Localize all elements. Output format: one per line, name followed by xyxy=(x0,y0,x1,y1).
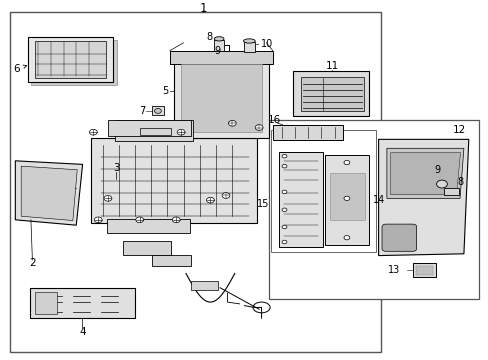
Polygon shape xyxy=(390,153,460,195)
Text: 2: 2 xyxy=(29,258,36,268)
Bar xyxy=(173,54,268,138)
Bar xyxy=(152,255,190,266)
Text: 11: 11 xyxy=(325,61,338,71)
Bar xyxy=(181,64,261,132)
Polygon shape xyxy=(378,139,468,256)
Ellipse shape xyxy=(206,197,214,203)
Text: 3: 3 xyxy=(113,163,120,173)
Ellipse shape xyxy=(282,225,286,229)
Ellipse shape xyxy=(228,120,236,126)
Bar xyxy=(27,37,113,82)
Bar xyxy=(325,156,368,245)
Polygon shape xyxy=(21,166,77,221)
Text: 1: 1 xyxy=(199,2,206,15)
Ellipse shape xyxy=(343,235,349,240)
Text: 14: 14 xyxy=(372,195,384,205)
Bar xyxy=(214,40,224,51)
Ellipse shape xyxy=(104,195,112,201)
Ellipse shape xyxy=(222,193,229,198)
Ellipse shape xyxy=(214,37,224,41)
Ellipse shape xyxy=(89,129,97,135)
Text: 8: 8 xyxy=(456,177,462,187)
Text: 5: 5 xyxy=(162,86,168,96)
Text: 6: 6 xyxy=(14,64,26,74)
Ellipse shape xyxy=(243,39,255,43)
Bar xyxy=(122,241,171,255)
Bar xyxy=(108,120,190,136)
Bar xyxy=(190,281,217,289)
Text: 12: 12 xyxy=(451,125,465,135)
Bar xyxy=(91,138,256,224)
Ellipse shape xyxy=(94,217,102,223)
Ellipse shape xyxy=(436,180,447,188)
Bar xyxy=(412,264,435,277)
Bar xyxy=(115,120,193,141)
Text: 10: 10 xyxy=(260,39,272,49)
Bar xyxy=(268,120,478,298)
Ellipse shape xyxy=(282,154,286,158)
Ellipse shape xyxy=(255,125,263,130)
Text: 13: 13 xyxy=(387,265,400,275)
Ellipse shape xyxy=(177,129,184,135)
Bar xyxy=(278,152,322,247)
Bar xyxy=(271,130,375,252)
Bar xyxy=(329,173,364,220)
Text: 9: 9 xyxy=(433,165,439,175)
Bar xyxy=(31,40,117,85)
Bar xyxy=(444,188,458,195)
Text: 9: 9 xyxy=(214,46,220,56)
Bar xyxy=(35,292,57,314)
Ellipse shape xyxy=(282,165,286,168)
Polygon shape xyxy=(386,148,463,198)
Ellipse shape xyxy=(343,161,349,165)
Ellipse shape xyxy=(136,217,143,223)
Ellipse shape xyxy=(282,240,286,244)
Ellipse shape xyxy=(282,208,286,212)
Bar xyxy=(169,51,272,63)
Bar xyxy=(140,127,171,135)
Bar xyxy=(415,266,432,275)
Bar xyxy=(300,77,363,111)
Text: 16: 16 xyxy=(267,116,281,125)
Bar xyxy=(243,42,255,53)
Bar xyxy=(107,220,189,233)
Bar xyxy=(35,41,105,78)
Ellipse shape xyxy=(154,108,161,113)
Ellipse shape xyxy=(282,190,286,194)
Bar xyxy=(293,71,368,116)
Text: 8: 8 xyxy=(206,32,212,42)
Bar xyxy=(272,125,343,140)
Polygon shape xyxy=(15,161,82,225)
Text: 15: 15 xyxy=(256,199,268,209)
Text: 7: 7 xyxy=(139,106,145,116)
Bar xyxy=(152,107,163,116)
Bar xyxy=(30,288,135,318)
Ellipse shape xyxy=(343,196,349,201)
Ellipse shape xyxy=(172,217,180,223)
Bar xyxy=(10,12,380,352)
Text: 4: 4 xyxy=(79,328,85,337)
FancyBboxPatch shape xyxy=(381,224,416,251)
